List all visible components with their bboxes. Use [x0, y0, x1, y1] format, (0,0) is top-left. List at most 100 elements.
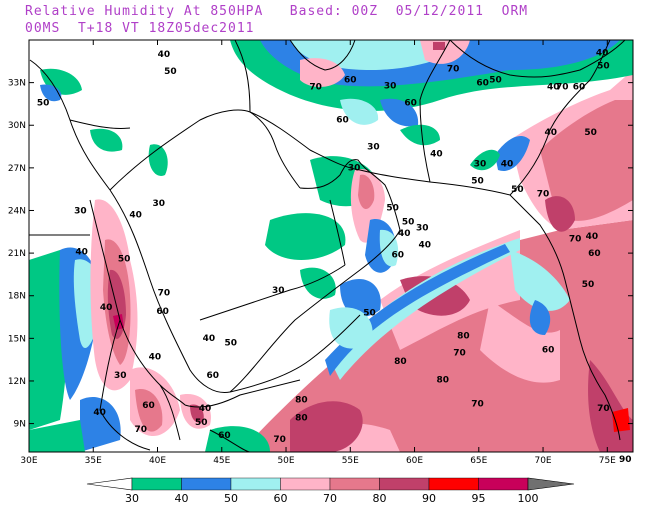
field-50-60-east-sea	[510, 250, 570, 311]
field-60-70-north-east	[420, 40, 470, 64]
field-95-100-redsea	[113, 314, 124, 330]
y-tick-label: 27N	[8, 164, 26, 174]
contour-label: 40	[149, 353, 162, 363]
contour-label: 50	[489, 76, 502, 86]
legend-arrow-low	[86, 477, 133, 491]
field-80-90-somalia	[190, 404, 204, 423]
border-iran-pakistan	[419, 40, 451, 183]
field-30-40-oman-coast	[300, 267, 336, 299]
legend-level-label: 50	[224, 492, 238, 505]
contour-label: 30	[272, 286, 285, 296]
y-tick-label: 30N	[8, 121, 26, 131]
contour-label: 40	[100, 303, 113, 313]
x-tick-label: 30E	[20, 456, 37, 466]
contour-label: 70	[309, 83, 322, 93]
legend-swatch	[428, 477, 479, 491]
legend-level-label: 90	[422, 492, 436, 505]
contour-label: 60	[588, 249, 601, 259]
contour-label: 80	[437, 375, 450, 385]
contour-label: 60	[142, 401, 155, 411]
legend-level-label: 40	[175, 492, 189, 505]
contour-label: 40	[75, 248, 88, 258]
border-saudi-yemen	[199, 264, 346, 321]
legend-swatch	[181, 477, 232, 491]
contour-label: 70	[556, 83, 569, 93]
contour-label: 60	[476, 78, 489, 88]
field-30-40-sw	[29, 420, 85, 452]
contour-label: 80	[295, 414, 308, 424]
border-pakistan-india	[509, 40, 611, 196]
field-60-70-north	[300, 58, 345, 87]
coastline-red-sea-west	[89, 199, 186, 406]
contour-label: 70	[447, 64, 460, 74]
x-tick-label: 50E	[277, 456, 294, 466]
contour-label: 60	[156, 307, 169, 317]
contour-label: 60	[392, 250, 405, 260]
field-60-70-east	[480, 300, 560, 383]
border-somalia	[159, 384, 181, 441]
field-50-60-ring	[330, 238, 520, 380]
border-saudi-oman	[329, 199, 346, 266]
field-80-90-north-dot	[433, 42, 445, 50]
contour-label: 30	[474, 159, 487, 169]
contour-label: 70	[158, 289, 171, 299]
coastlines	[29, 40, 626, 452]
contour-label: 40	[430, 149, 443, 159]
border-afghanistan	[449, 40, 626, 78]
contour-label: 50	[37, 98, 50, 108]
contour-label: 50	[597, 61, 610, 71]
contour-label: 40	[596, 49, 609, 59]
contour-label: 50	[118, 255, 131, 265]
coastline-india-west	[509, 194, 621, 441]
border-saudi-jordan	[69, 119, 131, 129]
legend-level-label: 95	[472, 492, 486, 505]
field-40-50-iran-south	[380, 98, 419, 127]
contour-label: 80	[457, 331, 470, 341]
coastline-somalia	[229, 314, 361, 393]
contour-label: 70	[135, 425, 148, 435]
x-tick-label: 65E	[470, 456, 487, 466]
legend-level-label: 60	[274, 492, 288, 505]
x-tick-label: 75E	[599, 456, 616, 466]
y-tick-label: 12N	[8, 377, 26, 387]
contour-label: 40	[158, 50, 171, 60]
contour-label: 40	[544, 128, 557, 138]
contour-label: 60	[573, 83, 586, 93]
contour-label: 30	[153, 199, 166, 209]
contour-label: 70	[569, 235, 582, 245]
map-title: Relative Humidity At 850HPA Based: 00Z 0…	[25, 4, 529, 19]
contour-label: 40	[398, 229, 411, 239]
contour-label: 40	[586, 232, 599, 242]
contour-label: 40	[203, 334, 216, 344]
field-80-90-southwest	[290, 401, 363, 452]
y-tick-label: 24N	[8, 206, 26, 216]
map-frame	[28, 39, 634, 453]
map-subtitle: 00MS T+18 VT 18Z05dec2011	[25, 21, 255, 36]
x-tick-label: 40E	[149, 456, 166, 466]
border-iran-iraq	[234, 40, 251, 113]
contour-label: 60	[344, 76, 357, 86]
contour-label: 60	[404, 98, 417, 108]
contour-label: 50	[402, 218, 415, 228]
y-tick-label: 9N	[14, 420, 26, 430]
legend-swatch	[379, 477, 430, 491]
field-70-80-india-band	[540, 100, 633, 221]
field-40-50-ring	[325, 244, 510, 376]
field-70-80-horn	[135, 389, 163, 432]
legend-arrow-high	[527, 477, 575, 491]
contour-label: 70	[597, 404, 610, 414]
contour-label: 90	[619, 455, 632, 465]
field-40-50-yemen-coast	[340, 279, 381, 317]
contour-label: 50	[584, 128, 597, 138]
contour-label: 60	[207, 371, 220, 381]
contour-label: 70	[273, 435, 286, 445]
field-30-40-central-arabia	[265, 213, 346, 260]
contour-label: 70	[537, 189, 550, 199]
contour-label: 50	[224, 338, 237, 348]
coastline-arabia-south	[229, 229, 401, 393]
contour-label: 40	[501, 159, 514, 169]
field-30-40-somalia	[205, 426, 270, 452]
field-30-40-pakistan-edge	[470, 149, 500, 171]
coastline-gulf-east	[249, 111, 511, 196]
